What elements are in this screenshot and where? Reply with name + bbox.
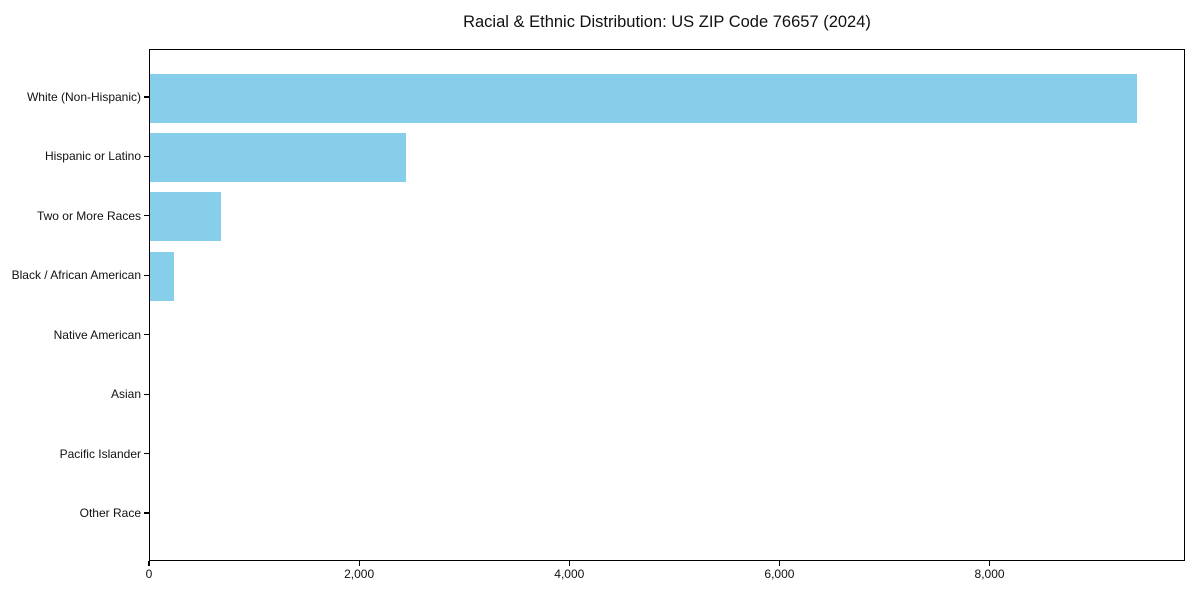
y-tick-mark-asian (144, 393, 149, 395)
plot-area (149, 49, 1185, 561)
y-tick-label-asian: Asian (110, 387, 141, 402)
x-tick-label-8,000: 8,000 (974, 567, 1005, 581)
x-tick-mark-0 (148, 561, 150, 566)
y-tick-label-two-or-more-races: Two or More Races (36, 208, 141, 223)
bar-two-or-more-races (150, 192, 221, 242)
y-tick-mark-native-american (144, 334, 149, 336)
x-tick-mark-2,000 (358, 561, 360, 566)
y-tick-mark-two-or-more-races (144, 215, 149, 217)
y-tick-mark-pacific-islander (144, 452, 149, 455)
bar-white-non-hispanic (150, 73, 1137, 123)
y-tick-label-white-non-hispanic: White (Non-Hispanic) (26, 90, 141, 104)
y-tick-mark-black-african-american (144, 274, 149, 276)
bar-hispanic-or-latino (150, 132, 407, 182)
x-tick-mark-6,000 (778, 561, 780, 566)
y-tick-mark-hispanic-or-latino (144, 155, 149, 158)
x-tick-label-4,000: 4,000 (554, 567, 585, 581)
chart-title: Racial & Ethnic Distribution: US ZIP Cod… (463, 13, 871, 31)
y-tick-label-hispanic-or-latino: Hispanic or Latino (44, 149, 141, 164)
x-tick-label-0: 0 (145, 567, 153, 581)
y-tick-label-pacific-islander: Pacific Islander (59, 446, 141, 461)
y-tick-label-native-american: Native American (53, 327, 141, 342)
x-tick-label-2,000: 2,000 (344, 567, 375, 581)
y-tick-label-black-african-american: Black / African American (11, 268, 141, 283)
y-tick-label-other-race: Other Race (79, 506, 141, 520)
x-tick-label-6,000: 6,000 (764, 567, 795, 581)
bar-black-african-american (150, 251, 175, 301)
y-tick-mark-white-non-hispanic (144, 96, 149, 98)
x-tick-mark-4,000 (568, 561, 570, 566)
y-tick-mark-other-race (144, 512, 149, 514)
x-tick-mark-8,000 (988, 561, 991, 566)
